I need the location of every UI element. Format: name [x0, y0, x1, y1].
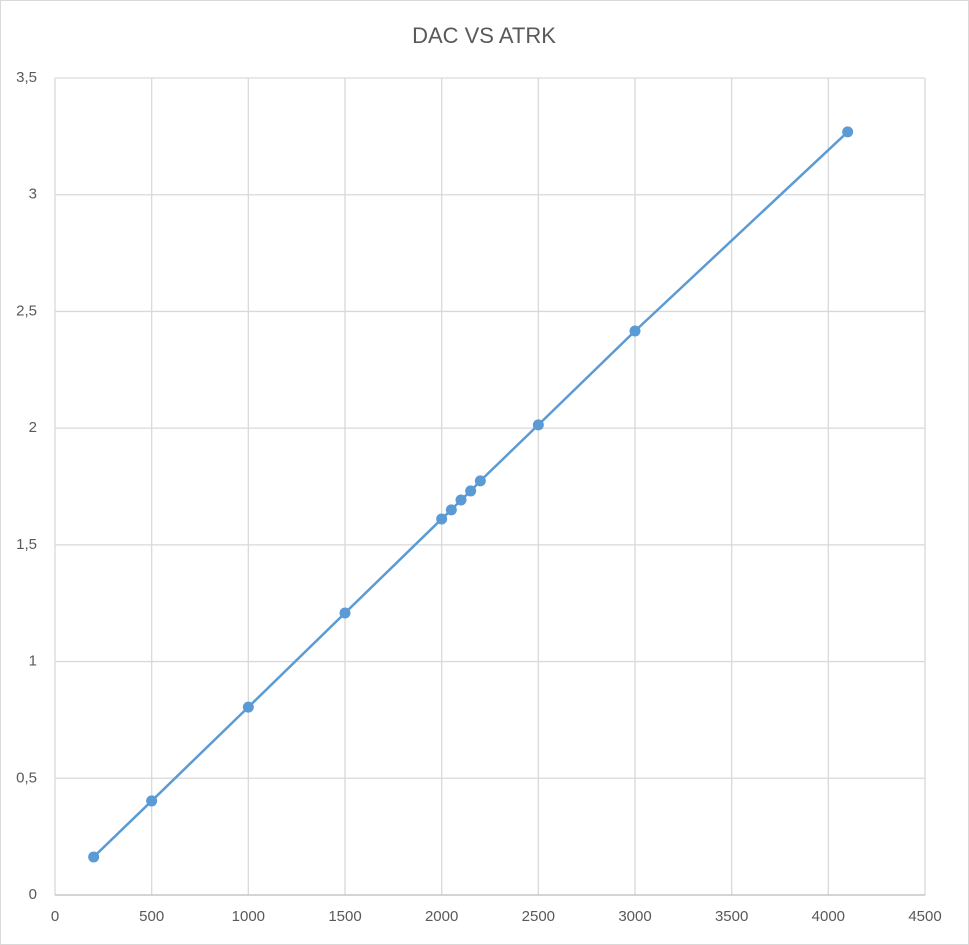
x-tick-label: 4000	[812, 908, 845, 925]
x-tick-label: 1000	[232, 908, 265, 925]
data-point	[629, 325, 641, 337]
y-tick-label: 1	[29, 653, 37, 670]
x-tick-label: 2500	[522, 908, 555, 925]
data-point	[445, 504, 457, 516]
data-point	[88, 851, 100, 863]
data-point	[339, 607, 351, 619]
data-point	[474, 475, 486, 487]
y-tick-label: 2,5	[16, 302, 37, 319]
y-tick-label: 1,5	[16, 536, 37, 553]
data-point	[242, 701, 254, 713]
x-tick-label: 1500	[328, 908, 361, 925]
x-tick-label: 2000	[425, 908, 458, 925]
data-point	[455, 494, 467, 506]
y-tick-label: 0,5	[16, 769, 37, 786]
x-tick-label: 4500	[908, 908, 941, 925]
data-point	[465, 485, 477, 497]
y-tick-label: 0	[29, 886, 37, 903]
y-tick-label: 2	[29, 419, 37, 436]
data-point	[842, 126, 854, 138]
x-tick-label: 3000	[618, 908, 651, 925]
x-tick-label: 3500	[715, 908, 748, 925]
x-tick-label: 500	[139, 908, 164, 925]
y-tick-label: 3,5	[16, 69, 37, 86]
data-line	[92, 131, 849, 858]
chart-title: DAC VS ATRK	[412, 23, 556, 48]
x-tick-label: 0	[51, 908, 59, 925]
data-point	[532, 419, 544, 431]
data-point	[146, 795, 158, 807]
data-point	[436, 513, 448, 525]
y-tick-label: 3	[29, 186, 37, 203]
